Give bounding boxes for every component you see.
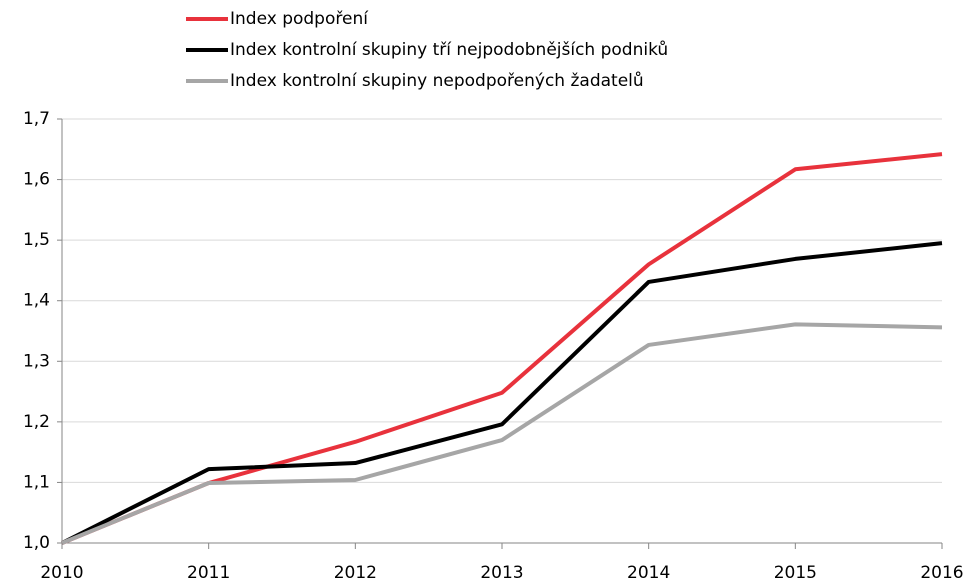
legend-label: Index kontrolní skupiny nepodpořených ža…: [230, 71, 644, 91]
y-tick-label: 1,2: [23, 412, 50, 432]
series-line: [61, 241, 943, 545]
x-tick-label: 2011: [187, 563, 230, 583]
y-tick-label: 1,6: [23, 170, 50, 190]
series-line: [61, 322, 943, 545]
y-tick-label: 1,7: [23, 109, 50, 129]
legend-label: Index podpoření: [230, 9, 369, 29]
legend-label: Index kontrolní skupiny tří nejpodobnějš…: [230, 40, 668, 60]
x-tick-label: 2014: [627, 563, 670, 583]
x-tick-label: 2012: [334, 563, 377, 583]
y-tick-label: 1,1: [23, 472, 50, 492]
y-tick-label: 1,0: [23, 533, 50, 553]
y-tick-label: 1,5: [23, 230, 50, 250]
x-tick-label: 2016: [920, 563, 963, 583]
x-tick-label: 2010: [40, 563, 83, 583]
series-line: [61, 152, 943, 545]
x-tick-label: 2015: [774, 563, 817, 583]
x-tick-label: 2013: [480, 563, 523, 583]
y-tick-label: 1,3: [23, 351, 50, 371]
y-tick-label: 1,4: [23, 291, 50, 311]
